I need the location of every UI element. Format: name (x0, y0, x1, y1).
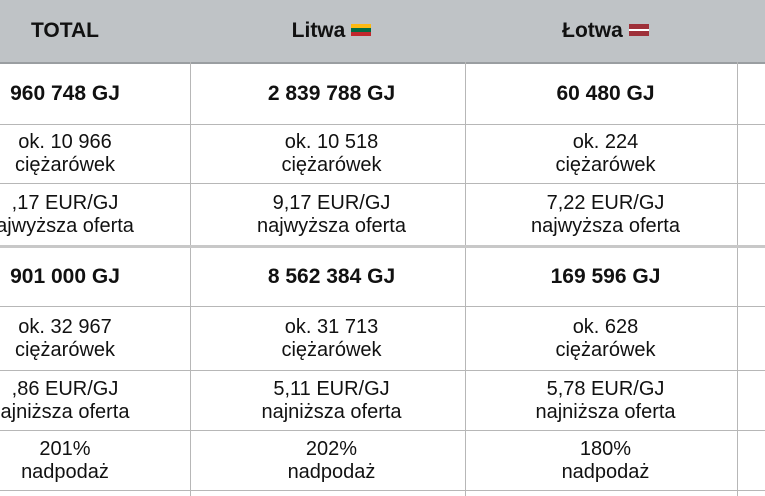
lithuania-buy-price: 5,11 EUR/GJ najniższa oferta (261, 377, 402, 423)
latvia-sell-volume: 60 480 GJ (556, 82, 655, 105)
latvia-buy-trucks: ok. 628 ciężarówek (555, 315, 656, 361)
latvia-buy-volume: 169 596 GJ (550, 265, 661, 288)
header-latvia: Łotwa (477, 0, 734, 62)
total-excess-supply: 201% nadpodaż (21, 437, 109, 483)
latvia-flag-icon (628, 24, 649, 36)
row-divider (0, 370, 765, 371)
table-header: TOTAL Litwa Łotwa (0, 0, 765, 64)
column-divider (737, 62, 738, 496)
lithuania-sell-volume: 2 839 788 GJ (267, 82, 396, 105)
lithuania-sell-trucks: ok. 10 518 ciężarówek (281, 131, 382, 176)
row-divider (0, 490, 765, 491)
row-divider (0, 124, 765, 125)
latvia-sell-price: 7,22 EUR/GJ najwyższa oferta (531, 191, 680, 237)
lithuania-buy-volume: 8 562 384 GJ (267, 265, 396, 288)
row-divider (0, 306, 765, 307)
total-sell-trucks: ok. 10 966 ciężarówek (14, 131, 116, 176)
column-divider (465, 62, 466, 496)
row-divider (0, 183, 765, 184)
latvia-buy-price: 5,78 EUR/GJ najniższa oferta (535, 377, 676, 423)
column-divider (190, 62, 191, 496)
header-total: TOTAL (30, 19, 100, 42)
total-buy-price: ,86 EUR/GJ ajniższa oferta (0, 377, 130, 423)
total-buy-volume: 901 000 GJ (10, 265, 120, 288)
latvia-excess-supply: 180% nadpodaż (561, 437, 650, 483)
header-lithuania: Litwa (203, 0, 460, 62)
row-divider (0, 430, 765, 431)
lithuania-sell-price: 9,17 EUR/GJ najwyższa oferta (257, 191, 406, 237)
total-buy-trucks: ok. 32 967 ciężarówek (14, 315, 116, 361)
lithuania-excess-supply: 202% nadpodaż (287, 437, 376, 483)
lithuania-buy-trucks: ok. 31 713 ciężarówek (281, 315, 382, 361)
section-divider (0, 245, 765, 248)
latvia-sell-trucks: ok. 224 ciężarówek (555, 131, 656, 176)
total-sell-price: ,17 EUR/GJ ajwyższa oferta (0, 191, 134, 237)
total-sell-volume: 960 748 GJ (10, 82, 120, 105)
lithuania-flag-icon (351, 24, 372, 36)
